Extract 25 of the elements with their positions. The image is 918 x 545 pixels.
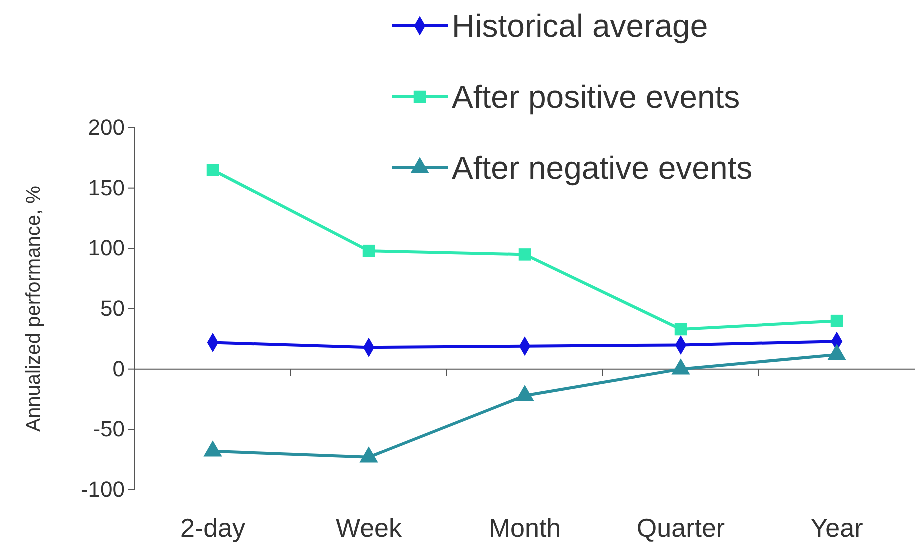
y-tick-label: 50 — [100, 296, 125, 322]
point — [674, 323, 688, 336]
legend-label: After positive events — [452, 79, 740, 115]
y-tick-label: -50 — [93, 416, 125, 442]
point — [206, 164, 220, 176]
point — [362, 244, 376, 258]
y-tick-label: 100 — [88, 236, 125, 261]
point — [204, 440, 222, 457]
point — [516, 385, 534, 402]
legend-label: After negative events — [452, 150, 753, 186]
x-tick-label: Year — [810, 513, 864, 543]
y-tick-label: 150 — [88, 175, 125, 200]
y-axis-title: Annualized performance, % — [23, 186, 45, 432]
point — [830, 314, 844, 328]
legend-label: Historical average — [452, 8, 708, 44]
point — [518, 248, 532, 261]
x-tick-label: 2-day — [180, 513, 246, 543]
y-tick-label: 0 — [112, 356, 125, 382]
point — [672, 358, 690, 375]
point — [360, 446, 378, 463]
x-tick-label: Month — [488, 513, 562, 543]
x-tick-label: Week — [336, 513, 403, 543]
y-tick-label: 200 — [88, 115, 125, 140]
y-tick-label: -100 — [80, 477, 125, 502]
x-tick-label: Quarter — [636, 513, 726, 543]
